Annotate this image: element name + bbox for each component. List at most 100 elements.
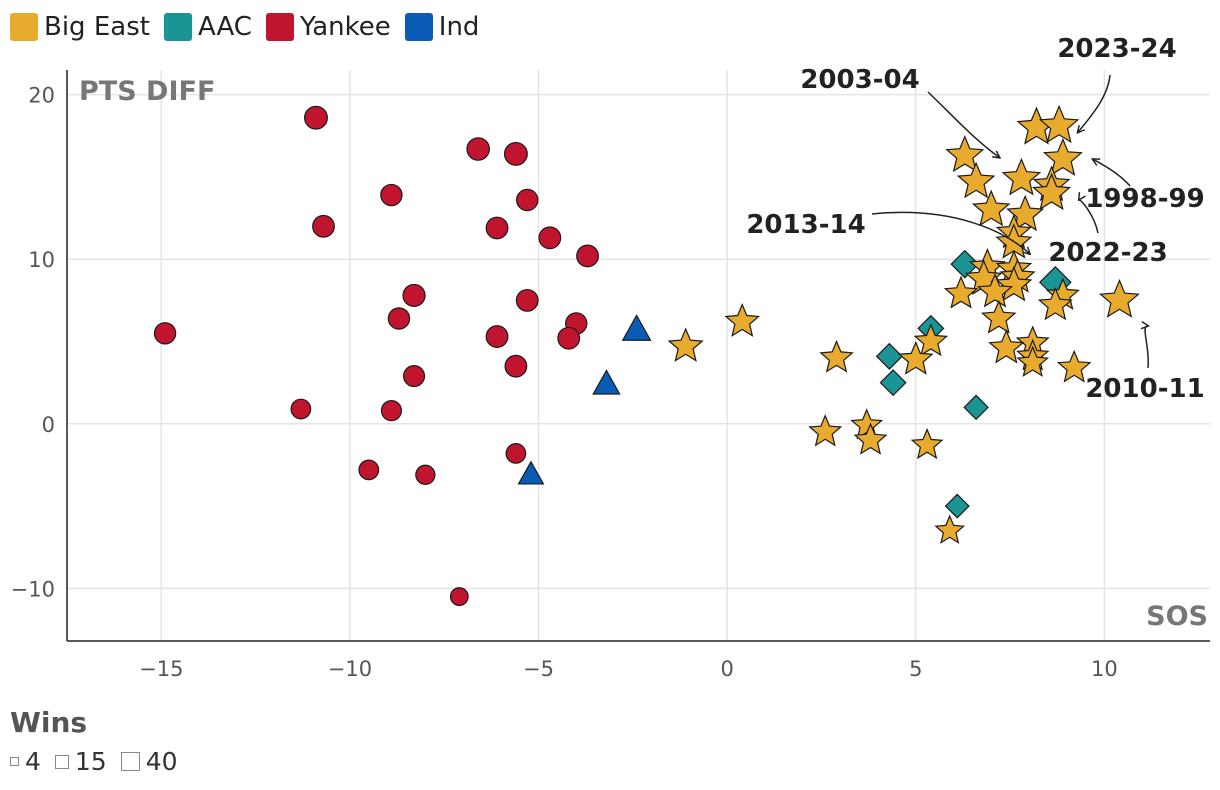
legend-label-aac: AAC — [197, 12, 252, 42]
legend-item-ind[interactable]: Ind — [404, 12, 480, 42]
size-label-large: 40 — [145, 747, 178, 776]
point-big-east — [980, 299, 1017, 334]
point-big-east — [971, 189, 1011, 227]
point-big-east — [1016, 345, 1050, 377]
legend-label-ind: Ind — [438, 12, 480, 42]
y-tick-label: 0 — [42, 413, 55, 437]
y-tick-label: −10 — [11, 577, 55, 601]
y-tick-label: 10 — [28, 248, 55, 272]
point-big-east — [724, 303, 761, 337]
legend-swatch-aac — [163, 13, 192, 41]
size-label-medium: 15 — [74, 747, 107, 776]
point-yankee — [466, 137, 490, 161]
point-big-east — [934, 514, 966, 544]
point-big-east — [808, 414, 843, 447]
annotation-label: 2023-24 — [1057, 34, 1176, 64]
point-yankee — [515, 288, 539, 312]
annotation-label: 2022-23 — [1048, 238, 1167, 268]
legend-item-yankee[interactable]: Yankee — [265, 12, 391, 42]
x-tick-label: 0 — [720, 657, 733, 681]
point-aac — [879, 369, 907, 397]
point-yankee — [380, 400, 403, 422]
point-yankee — [312, 214, 335, 238]
point-aac — [963, 394, 989, 421]
series-yankee — [153, 105, 599, 606]
point-ind — [621, 314, 652, 341]
point-big-east — [1042, 137, 1083, 176]
point-yankee — [485, 325, 509, 348]
x-tick-label: −15 — [139, 657, 183, 681]
point-big-east — [945, 135, 985, 173]
legend-label-yankee: Yankee — [299, 12, 391, 42]
point-big-east — [819, 339, 854, 373]
legend-swatch-big-east — [10, 13, 38, 41]
point-yankee — [290, 398, 312, 420]
point-yankee — [387, 307, 411, 330]
point-big-east — [910, 427, 944, 460]
x-tick-label: 10 — [1091, 657, 1118, 681]
size-box-small — [10, 757, 19, 766]
point-yankee — [516, 188, 539, 212]
point-aac — [944, 493, 970, 519]
annotation-arrow — [1092, 159, 1131, 187]
annotation-arrow — [1079, 200, 1099, 234]
annotation-label: 1998-99 — [1085, 184, 1204, 214]
legend-item-big-east[interactable]: Big East — [10, 12, 150, 42]
point-big-east — [1056, 349, 1092, 383]
size-legend-title: Wins — [10, 706, 88, 739]
legend-item-aac[interactable]: AAC — [163, 12, 252, 42]
point-yankee — [505, 443, 527, 464]
x-tick-label: 5 — [909, 657, 922, 681]
point-ind — [592, 369, 621, 395]
point-big-east — [943, 275, 979, 309]
point-yankee — [153, 322, 177, 345]
size-box-medium — [54, 754, 69, 769]
x-axis-title: SOS — [1146, 601, 1208, 632]
point-big-east — [1001, 157, 1042, 196]
point-yankee — [402, 283, 426, 308]
size-legend-item-small: 4 — [10, 747, 41, 776]
point-yankee — [557, 326, 581, 350]
y-axis-title: PTS DIFF — [79, 76, 215, 107]
point-big-east — [667, 327, 704, 362]
point-big-east — [1038, 104, 1080, 144]
point-big-east — [1032, 172, 1072, 211]
scatter-chart: −15 −10 −5 0 5 10 −10 0 10 20 PTS DIFF SOS 2023-24 20… — [11, 34, 1210, 681]
size-label-small: 4 — [25, 747, 41, 776]
point-big-east — [853, 422, 888, 455]
point-big-east — [1099, 278, 1140, 318]
annotation-label: 2013-14 — [746, 210, 865, 240]
series-big-east — [667, 104, 1140, 544]
y-tick-label: 20 — [28, 84, 55, 108]
point-yankee — [485, 216, 509, 240]
point-yankee — [358, 459, 380, 481]
point-aac — [875, 342, 903, 370]
x-tick-label: −10 — [328, 657, 372, 681]
x-tick-label: −5 — [523, 657, 554, 681]
point-yankee — [304, 105, 328, 130]
size-legend-item-medium: 15 — [54, 747, 107, 776]
point-yankee — [403, 365, 426, 388]
point-big-east — [976, 273, 1014, 308]
annotation-arrow — [1145, 326, 1149, 369]
point-big-east — [1037, 286, 1073, 321]
legend-swatch-ind — [404, 13, 433, 41]
point-yankee — [504, 354, 528, 378]
annotation-label: 2003-04 — [800, 65, 919, 95]
point-big-east — [988, 329, 1025, 364]
point-ind — [517, 460, 545, 485]
point-yankee — [449, 587, 469, 606]
size-legend-item-large: 40 — [120, 747, 178, 776]
point-yankee — [503, 141, 528, 166]
point-big-east — [897, 340, 934, 375]
point-yankee — [415, 464, 436, 485]
legend-swatch-yankee — [265, 13, 294, 41]
point-aac — [950, 249, 980, 279]
annotation-arrow — [1077, 74, 1111, 133]
point-big-east — [956, 161, 996, 199]
point-yankee — [380, 183, 403, 207]
point-big-east — [913, 323, 949, 357]
annotation-arrow — [927, 91, 1000, 158]
annotation-label: 2010-11 — [1085, 374, 1204, 404]
size-box-large — [120, 752, 140, 771]
